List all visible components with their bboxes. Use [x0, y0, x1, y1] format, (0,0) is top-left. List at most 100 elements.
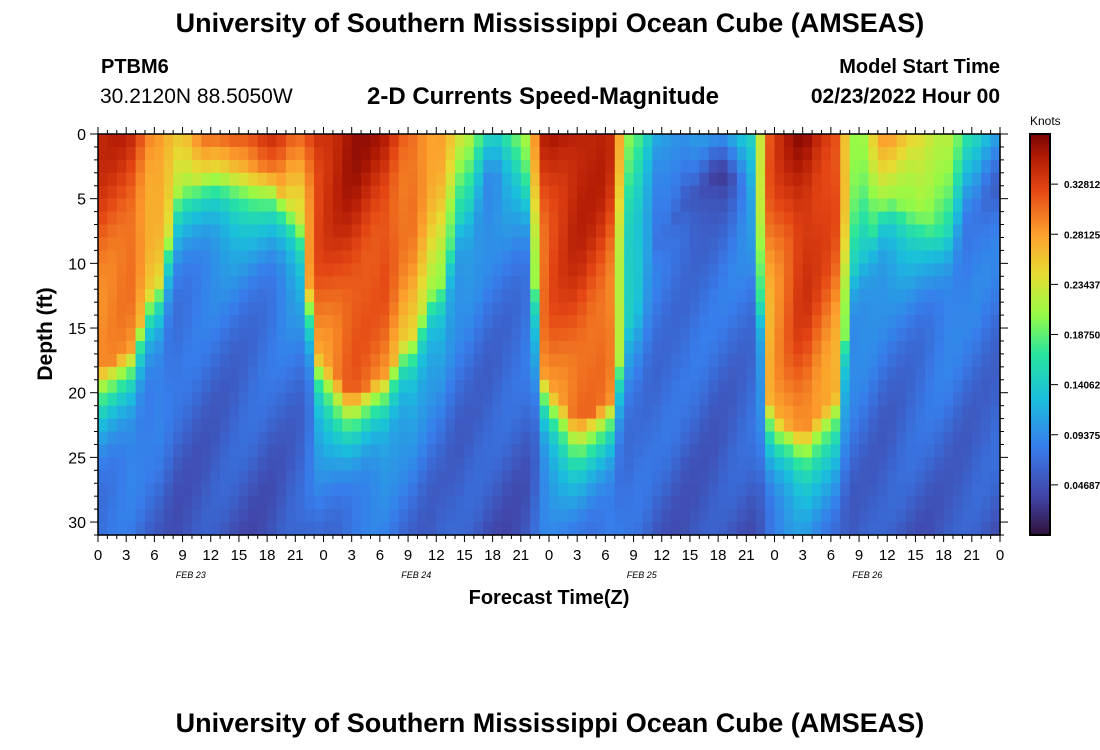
heatmap-cell — [276, 483, 287, 497]
heatmap-cell — [173, 353, 184, 368]
heatmap-cell — [943, 289, 954, 303]
heatmap-cell — [351, 224, 362, 239]
heatmap-cell — [370, 172, 381, 187]
heatmap-cell — [436, 198, 447, 213]
x-tick-label: 18 — [259, 547, 276, 564]
heatmap-cell — [877, 224, 888, 239]
heatmap-cell — [191, 315, 202, 329]
heatmap-cell — [859, 366, 870, 381]
heatmap-cell — [285, 379, 296, 394]
heatmap-cell — [614, 146, 625, 161]
heatmap-cell — [577, 185, 588, 200]
heatmap-cell — [793, 289, 804, 303]
heatmap-cell — [332, 237, 343, 252]
heatmap-cell — [379, 276, 390, 290]
heatmap-cell — [765, 185, 776, 200]
heatmap-cell — [990, 134, 1001, 148]
heatmap-cell — [971, 172, 982, 187]
heatmap-cell — [135, 211, 146, 226]
heatmap-cell — [689, 211, 700, 226]
heatmap-cell — [492, 315, 503, 329]
heatmap-cell — [238, 392, 249, 407]
heatmap-cell — [229, 263, 240, 277]
heatmap-cell — [182, 276, 193, 290]
heatmap-cell — [116, 315, 127, 329]
heatmap-cell — [887, 211, 898, 226]
heatmap-cell — [934, 276, 945, 290]
heatmap-cell — [248, 470, 259, 484]
heatmap-cell — [962, 353, 973, 368]
heatmap-cell — [953, 198, 964, 213]
heatmap-cell — [896, 211, 907, 226]
heatmap-cell — [943, 146, 954, 161]
heatmap-cell — [220, 457, 231, 471]
heatmap-cell — [492, 172, 503, 187]
heatmap-cell — [285, 392, 296, 407]
heatmap-cell — [332, 457, 343, 471]
heatmap-cell — [802, 185, 813, 200]
heatmap-cell — [896, 522, 907, 536]
heatmap-cell — [642, 250, 653, 264]
heatmap-cell — [323, 418, 334, 433]
heatmap-cell — [755, 418, 766, 433]
heatmap-cell — [830, 366, 841, 381]
heatmap-cell — [483, 392, 494, 407]
heatmap-cell — [220, 444, 231, 458]
heatmap-cell — [990, 522, 1001, 536]
heatmap-cell — [182, 237, 193, 252]
heatmap-cell — [924, 431, 935, 446]
heatmap-cell — [868, 431, 879, 446]
heatmap-cell — [793, 470, 804, 484]
heatmap-cell — [379, 405, 390, 420]
heatmap-cell — [680, 172, 691, 187]
heatmap-cell — [652, 263, 663, 277]
heatmap-cell — [267, 134, 278, 148]
heatmap-cell — [182, 224, 193, 239]
heatmap-cell — [652, 470, 663, 484]
heatmap-cell — [483, 224, 494, 239]
heatmap-cell — [445, 211, 456, 226]
heatmap-cell — [361, 366, 372, 381]
heatmap-cell — [201, 328, 212, 342]
heatmap-cell — [661, 263, 672, 277]
heatmap-cell — [680, 470, 691, 484]
heatmap-cell — [708, 134, 719, 148]
heatmap-cell — [389, 431, 400, 446]
heatmap-cell — [605, 431, 616, 446]
heatmap-cell — [718, 379, 729, 394]
heatmap-cell — [285, 470, 296, 484]
heatmap-cell — [981, 483, 992, 497]
heatmap-cell — [539, 379, 550, 394]
heatmap-cell — [605, 392, 616, 407]
heatmap-cell — [774, 509, 785, 523]
heatmap-cell — [455, 340, 466, 355]
heatmap-cell — [426, 509, 437, 523]
heatmap-cell — [116, 457, 127, 471]
heatmap-cell — [464, 237, 475, 252]
heatmap-cell — [520, 405, 531, 420]
heatmap-cell — [953, 328, 964, 342]
heatmap-cell — [455, 328, 466, 342]
heatmap-cell — [436, 483, 447, 497]
heatmap-cell — [906, 470, 917, 484]
heatmap-cell — [802, 250, 813, 264]
heatmap-cell — [107, 366, 118, 381]
heatmap-cell — [511, 302, 522, 316]
heatmap-cell — [699, 418, 710, 433]
heatmap-cell — [191, 263, 202, 277]
heatmap-cell — [426, 146, 437, 161]
heatmap-cell — [201, 159, 212, 174]
heatmap-cell — [191, 211, 202, 226]
heatmap-cell — [238, 328, 249, 342]
heatmap-cell — [567, 444, 578, 458]
day-label: FEB 23 — [176, 570, 206, 580]
heatmap-cell — [924, 418, 935, 433]
heatmap-cell — [98, 315, 108, 329]
heatmap-cell — [502, 315, 513, 329]
heatmap-cell — [473, 483, 484, 497]
heatmap-cell — [238, 496, 249, 510]
heatmap-cell — [680, 315, 691, 329]
heatmap-cell — [502, 172, 513, 187]
heatmap-cell — [868, 379, 879, 394]
